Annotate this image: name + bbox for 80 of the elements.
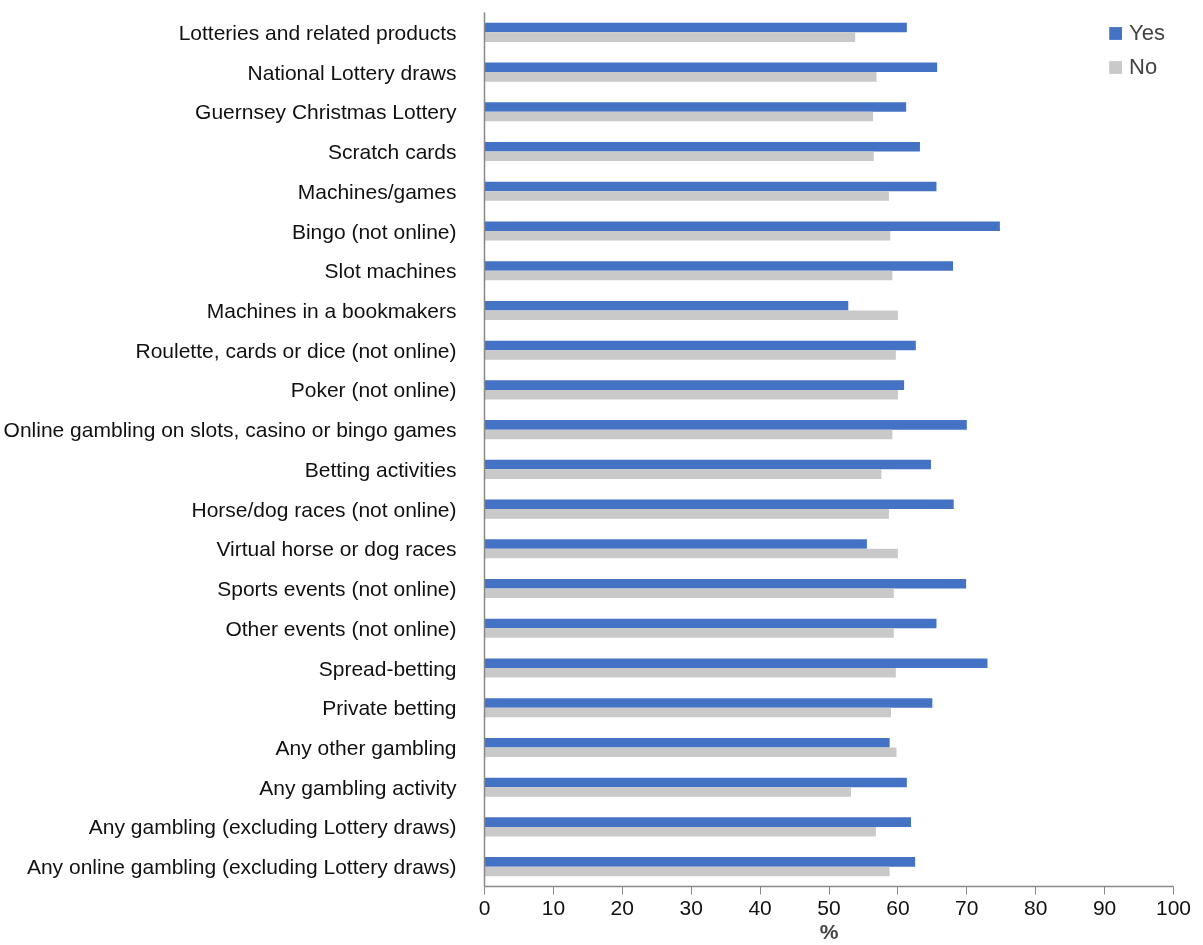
bar <box>484 618 937 629</box>
y-tick-label: Any other gambling <box>275 735 457 759</box>
y-tick-label: Bingo (not online) <box>291 219 457 243</box>
bar <box>484 380 905 390</box>
y-tick-label: Machines/games <box>297 179 457 203</box>
x-tick-label: 20 <box>610 895 634 919</box>
bar <box>484 420 967 430</box>
bar <box>484 499 954 510</box>
bar <box>484 221 1000 231</box>
bar <box>484 389 898 400</box>
bar <box>484 777 907 788</box>
bar <box>484 191 889 201</box>
x-tick-label: 40 <box>748 895 772 919</box>
y-tick-label: Horse/dog races (not online) <box>191 497 457 521</box>
bar <box>484 509 889 519</box>
y-tick-label: Poker (not online) <box>290 378 457 402</box>
x-tick-label: 50 <box>817 895 841 919</box>
y-tick-label: Any online gambling (excluding Lottery draws) <box>26 855 457 879</box>
y-tick-label: Spread-betting <box>318 656 457 680</box>
y-tick-label: National Lottery draws <box>247 60 457 84</box>
legend-label: No <box>1129 54 1158 80</box>
bar <box>484 857 916 867</box>
y-tick-label: Roulette, cards or dice (not online) <box>135 338 457 362</box>
bar <box>484 658 988 668</box>
bar <box>484 310 898 320</box>
y-tick-label: Any gambling activity <box>259 775 457 799</box>
bar <box>484 698 933 708</box>
y-tick-label: Guernsey Christmas Lottery <box>195 100 457 124</box>
x-tick-label: 80 <box>1024 895 1048 919</box>
bar <box>484 429 893 440</box>
y-tick-label: Sports events (not online) <box>217 577 457 601</box>
x-tick-label: 70 <box>955 895 979 919</box>
bar <box>484 469 882 479</box>
bar <box>484 142 920 152</box>
x-tick-label: 30 <box>679 895 703 919</box>
bar <box>484 261 954 271</box>
y-tick-label: Online gambling on slots, casino or bingo games <box>3 418 457 442</box>
bar <box>484 707 892 718</box>
x-tick-label: 0 <box>478 895 491 919</box>
y-tick-label: Lotteries and related products <box>178 20 457 44</box>
bar <box>484 151 874 162</box>
bar <box>484 72 877 82</box>
bar <box>484 866 890 877</box>
bar <box>484 270 893 281</box>
bar <box>484 340 916 351</box>
bar <box>484 787 852 797</box>
y-tick-label: Slot machines <box>324 259 457 283</box>
bar <box>484 32 856 42</box>
y-tick-label: Betting activities <box>304 457 457 481</box>
y-tick-label: Private betting <box>322 696 457 720</box>
x-tick-label: 100 <box>1155 895 1192 919</box>
legend-label: Yes <box>1129 20 1165 46</box>
bar <box>484 579 967 589</box>
bar <box>484 817 911 827</box>
bar <box>484 826 876 837</box>
y-tick-label: Scratch cards <box>328 140 457 164</box>
x-axis-title: % <box>819 919 839 943</box>
bar <box>484 231 891 241</box>
bar <box>484 668 896 678</box>
bar <box>484 747 897 757</box>
y-tick-label: Other events (not online) <box>225 616 457 640</box>
bar <box>484 588 894 599</box>
bar <box>484 737 890 748</box>
bar <box>484 548 898 559</box>
bar <box>484 22 907 33</box>
x-tick-label: 60 <box>886 895 910 919</box>
bar <box>484 102 907 112</box>
bar <box>484 62 938 73</box>
x-tick-label: 10 <box>541 895 566 919</box>
y-tick-label: Virtual horse or dog races <box>216 537 457 561</box>
x-tick-label: 90 <box>1092 895 1117 919</box>
bar <box>484 300 849 311</box>
bar <box>484 459 931 470</box>
bar <box>484 539 867 549</box>
bar <box>484 111 874 122</box>
bar <box>484 181 937 192</box>
y-tick-label: Any gambling (excluding Lottery draws) <box>88 815 457 839</box>
bar <box>484 350 896 360</box>
y-tick-label: Machines in a bookmakers <box>206 298 457 322</box>
bar <box>484 628 894 638</box>
